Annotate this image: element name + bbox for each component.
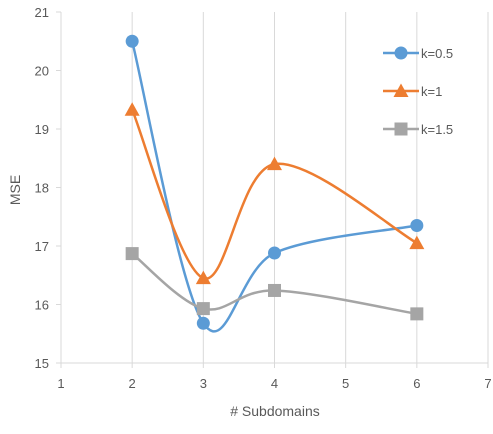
grid-layer xyxy=(131,12,489,363)
data-point xyxy=(195,270,211,285)
legend-marker xyxy=(394,122,408,136)
data-point xyxy=(410,219,424,233)
series-line xyxy=(131,252,418,316)
data-point xyxy=(410,307,424,321)
x-tick-label: 1 xyxy=(57,376,64,391)
legend: k=0.5 k=1 k=1.5 xyxy=(383,46,453,137)
series-k-0-5 xyxy=(125,34,424,333)
legend-label: k=0.5 xyxy=(421,46,453,61)
x-tick-label: 5 xyxy=(342,376,349,391)
data-point xyxy=(268,283,281,297)
legend-item: k=1 xyxy=(383,83,442,99)
y-tick-label: 15 xyxy=(35,356,49,371)
y-tick-label: 19 xyxy=(35,122,49,137)
legend-item: k=1.5 xyxy=(383,122,453,137)
data-point xyxy=(124,102,140,116)
data-point xyxy=(409,235,425,250)
x-tick-label: 7 xyxy=(484,376,491,391)
y-tick-label: 18 xyxy=(35,181,49,196)
series-line xyxy=(130,40,418,333)
y-tick-label: 17 xyxy=(35,239,49,254)
y-axis-title: MSE xyxy=(7,175,23,205)
data-point xyxy=(125,247,139,261)
x-axis-title: # Subdomains xyxy=(230,403,320,419)
data-point xyxy=(125,34,139,48)
data-point xyxy=(196,302,210,316)
legend-label: k=1 xyxy=(421,84,442,99)
legend-marker xyxy=(393,83,409,97)
data-point xyxy=(196,316,210,330)
x-tick-label: 4 xyxy=(271,376,278,391)
series-k-1-5 xyxy=(125,247,424,321)
y-tick-label: 20 xyxy=(35,64,49,79)
series-line xyxy=(131,109,418,280)
series-k-1 xyxy=(124,102,425,285)
y-tick-label: 21 xyxy=(35,5,49,20)
data-point xyxy=(268,246,281,260)
x-tick-label: 6 xyxy=(413,376,420,391)
data-point xyxy=(267,156,282,171)
legend-marker xyxy=(394,46,408,60)
series-layer xyxy=(124,34,425,333)
x-tick-label: 3 xyxy=(200,376,207,391)
legend-label: k=1.5 xyxy=(421,122,453,137)
legend-item: k=0.5 xyxy=(383,46,453,61)
x-tick-label: 2 xyxy=(129,376,136,391)
y-tick-label: 16 xyxy=(35,298,49,313)
